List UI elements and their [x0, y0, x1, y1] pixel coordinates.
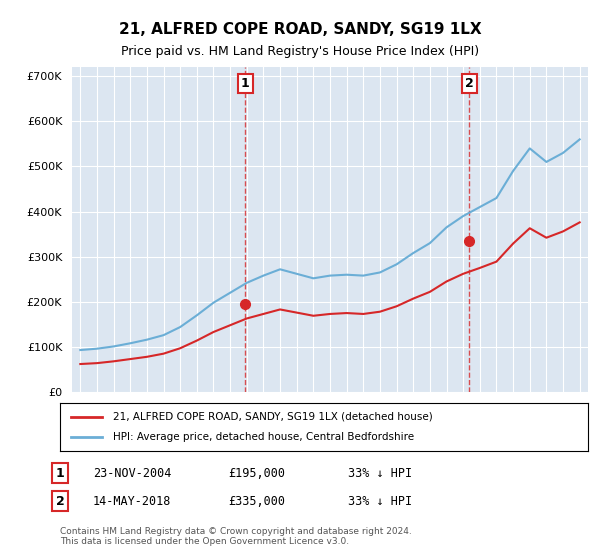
Text: 2: 2: [56, 494, 64, 508]
Text: 2: 2: [465, 77, 473, 90]
Text: 1: 1: [241, 77, 250, 90]
Text: Price paid vs. HM Land Registry's House Price Index (HPI): Price paid vs. HM Land Registry's House …: [121, 45, 479, 58]
Text: Contains HM Land Registry data © Crown copyright and database right 2024.
This d: Contains HM Land Registry data © Crown c…: [60, 526, 412, 546]
Text: £195,000: £195,000: [228, 466, 285, 480]
Text: 33% ↓ HPI: 33% ↓ HPI: [348, 466, 412, 480]
Text: £335,000: £335,000: [228, 494, 285, 508]
Text: 23-NOV-2004: 23-NOV-2004: [93, 466, 172, 480]
Text: 21, ALFRED COPE ROAD, SANDY, SG19 1LX: 21, ALFRED COPE ROAD, SANDY, SG19 1LX: [119, 22, 481, 38]
Text: HPI: Average price, detached house, Central Bedfordshire: HPI: Average price, detached house, Cent…: [113, 432, 414, 442]
Text: 33% ↓ HPI: 33% ↓ HPI: [348, 494, 412, 508]
Text: 1: 1: [56, 466, 64, 480]
Text: 14-MAY-2018: 14-MAY-2018: [93, 494, 172, 508]
Text: 21, ALFRED COPE ROAD, SANDY, SG19 1LX (detached house): 21, ALFRED COPE ROAD, SANDY, SG19 1LX (d…: [113, 412, 433, 422]
